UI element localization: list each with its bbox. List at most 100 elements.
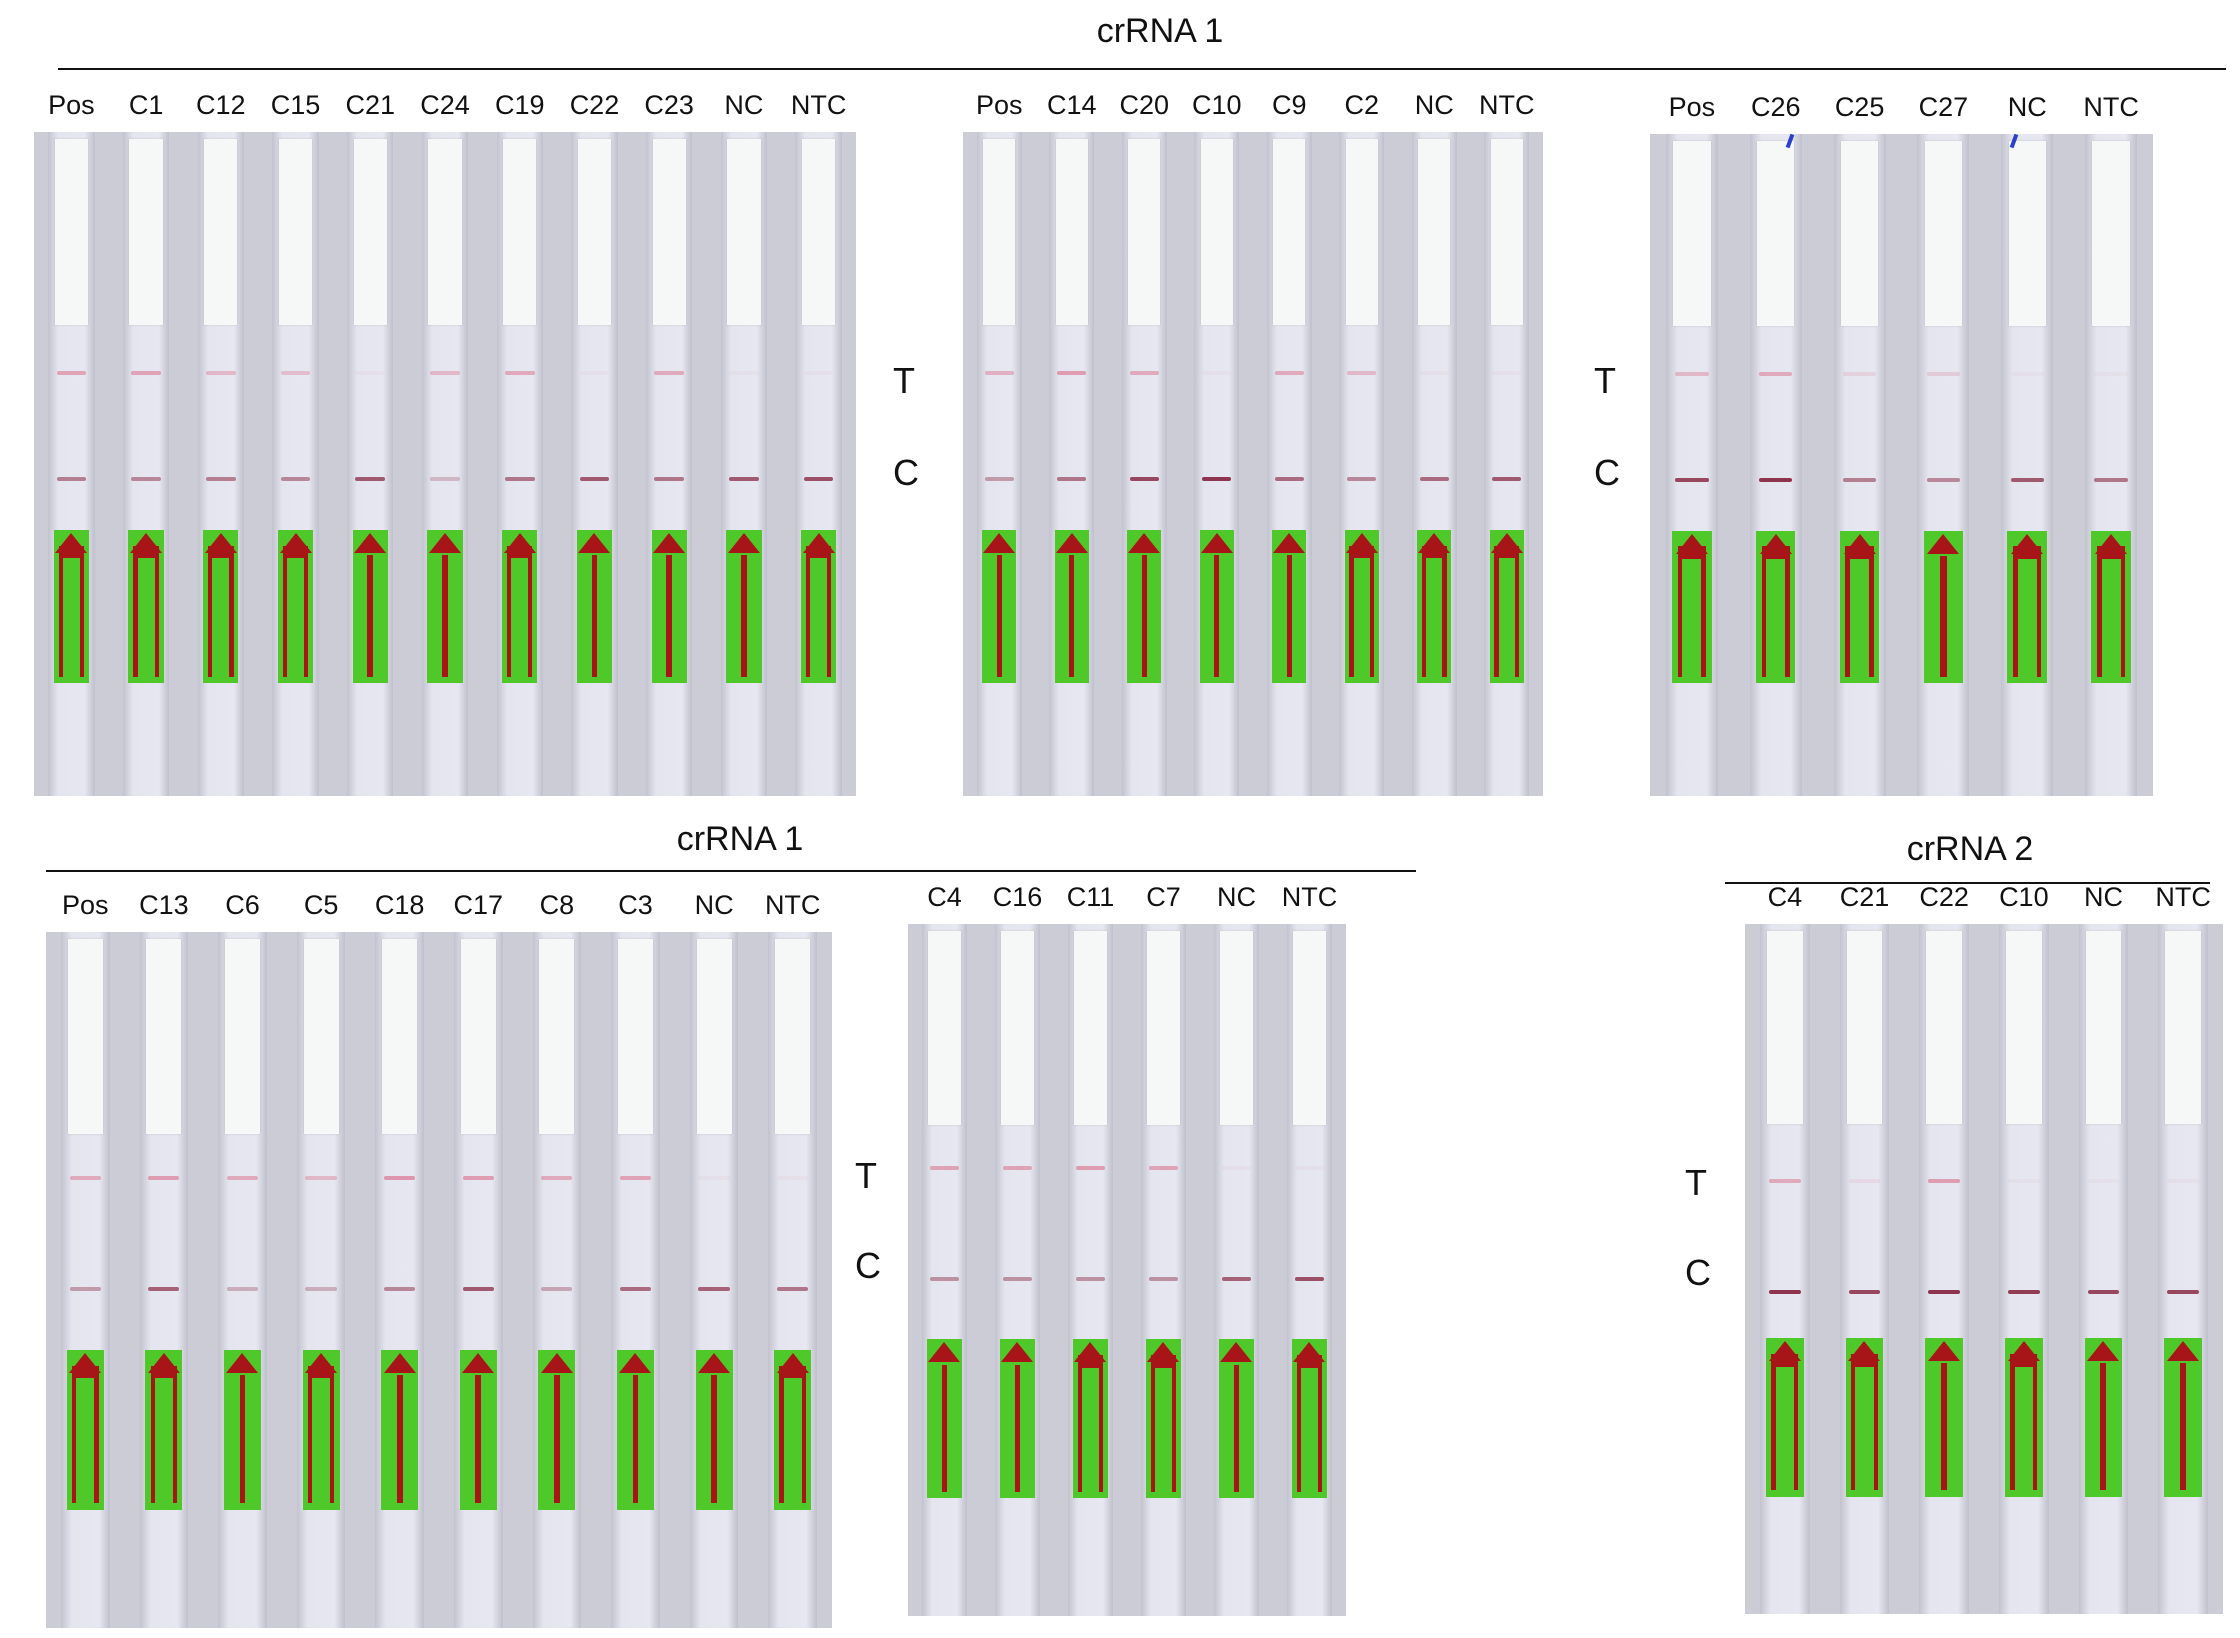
test-strip bbox=[1833, 134, 1886, 796]
lane-label: Pos bbox=[975, 90, 1023, 120]
arrow-mark bbox=[1677, 549, 1683, 678]
test-band bbox=[1769, 1179, 1801, 1184]
control-band bbox=[1347, 477, 1377, 482]
arrow-mark bbox=[2096, 549, 2102, 678]
arrow-head bbox=[1490, 533, 1523, 554]
arrow-mark bbox=[1171, 1358, 1176, 1492]
arrow-head bbox=[928, 1342, 961, 1363]
lane-label: C17 bbox=[453, 890, 504, 920]
test-strip bbox=[2001, 134, 2054, 796]
arrow-head bbox=[727, 533, 760, 554]
lane-label: NTC bbox=[2155, 882, 2211, 912]
test-strip bbox=[197, 132, 244, 796]
test-band bbox=[803, 371, 834, 376]
arrow-mark bbox=[1941, 1363, 1948, 1491]
arrow-mark bbox=[1233, 1364, 1240, 1492]
sample-pad bbox=[1055, 138, 1088, 325]
test-strip bbox=[689, 932, 739, 1628]
test-band bbox=[305, 1175, 337, 1180]
control-band bbox=[226, 1286, 259, 1291]
test-strip bbox=[1213, 924, 1260, 1616]
arrow-head bbox=[1848, 1341, 1881, 1362]
arrow-head bbox=[226, 1352, 259, 1373]
test-band bbox=[2167, 1179, 2199, 1184]
arrow-head bbox=[383, 1352, 416, 1373]
test-strip bbox=[296, 932, 346, 1628]
sample-pad bbox=[2006, 930, 2042, 1125]
arrow-head bbox=[1928, 1341, 1961, 1362]
arrow-head bbox=[279, 533, 312, 554]
sample-pad bbox=[1128, 138, 1161, 325]
arrow-mark bbox=[1286, 554, 1292, 678]
test-band bbox=[56, 371, 87, 376]
test-band bbox=[1274, 371, 1304, 376]
arrow-sticker bbox=[982, 530, 1017, 684]
arrow-mark bbox=[208, 548, 213, 678]
arrow-head bbox=[147, 1352, 180, 1373]
sample-pad bbox=[577, 138, 612, 325]
sample-pad bbox=[1926, 930, 1962, 1125]
test-band bbox=[1419, 371, 1449, 376]
test-band bbox=[729, 371, 759, 376]
test-strip bbox=[1411, 132, 1457, 796]
test-strip bbox=[1484, 132, 1530, 796]
control-band bbox=[1202, 477, 1232, 482]
strip-photo-panel-5 bbox=[908, 924, 1346, 1616]
arrow-head bbox=[1768, 1341, 1801, 1362]
test-strip bbox=[2078, 924, 2129, 1614]
arrow-sticker bbox=[145, 1349, 183, 1510]
test-strip bbox=[611, 932, 660, 1628]
arrow-head bbox=[55, 533, 88, 554]
sample-pad bbox=[224, 938, 261, 1134]
test-strip bbox=[1665, 134, 1718, 796]
arrow-mark bbox=[1514, 548, 1520, 678]
test-band bbox=[1675, 372, 1709, 377]
test-strip bbox=[1121, 132, 1167, 796]
test-band bbox=[430, 371, 460, 376]
arrow-sticker bbox=[352, 530, 388, 684]
arrow-mark bbox=[1078, 1358, 1083, 1492]
arrow-head bbox=[1200, 533, 1233, 554]
lane-label: C10 bbox=[1999, 882, 2049, 912]
test-band bbox=[1759, 372, 1793, 377]
control-band bbox=[131, 477, 161, 482]
sample-pad bbox=[983, 138, 1016, 325]
arrow-sticker bbox=[427, 530, 463, 684]
lane-label: C23 bbox=[644, 90, 694, 120]
lane-label: Pos bbox=[1668, 92, 1716, 122]
arrow-mark bbox=[553, 1375, 560, 1504]
arrow-head bbox=[2087, 1341, 2120, 1362]
arrow-sticker bbox=[1755, 531, 1796, 684]
arrow-sticker bbox=[1672, 531, 1712, 684]
test-strip bbox=[375, 932, 425, 1628]
sample-pad bbox=[652, 138, 686, 325]
lane-label: C15 bbox=[270, 90, 321, 120]
test-band bbox=[1222, 1166, 1251, 1171]
lane-label: C1 bbox=[128, 90, 164, 120]
lane-label: NTC bbox=[1281, 882, 1338, 912]
sample-pad bbox=[2165, 930, 2201, 1125]
test-band bbox=[777, 1175, 809, 1180]
arrow-mark bbox=[805, 548, 811, 678]
group-rule-crrna1-top bbox=[58, 68, 2226, 70]
test-line-marker-3: T bbox=[855, 1155, 877, 1196]
test-strip bbox=[720, 132, 768, 796]
lane-label: NC bbox=[2084, 882, 2123, 912]
test-strip bbox=[347, 132, 394, 796]
test-strip bbox=[1266, 132, 1312, 796]
arrow-mark bbox=[79, 548, 85, 678]
group-rule-crrna1-bottom bbox=[46, 870, 1416, 872]
test-band bbox=[205, 371, 236, 376]
lane-label: C27 bbox=[1918, 92, 1969, 122]
sample-pad bbox=[278, 138, 313, 325]
control-band bbox=[1076, 1276, 1105, 1281]
test-strip bbox=[139, 932, 189, 1628]
arrow-mark bbox=[1940, 555, 1947, 678]
arrow-sticker bbox=[381, 1349, 419, 1510]
test-band bbox=[2008, 1179, 2040, 1184]
sample-pad bbox=[1924, 140, 1963, 326]
sample-pad bbox=[928, 930, 961, 1125]
test-band bbox=[355, 371, 386, 376]
control-band bbox=[2167, 1289, 2199, 1294]
arrow-head bbox=[2095, 534, 2128, 555]
